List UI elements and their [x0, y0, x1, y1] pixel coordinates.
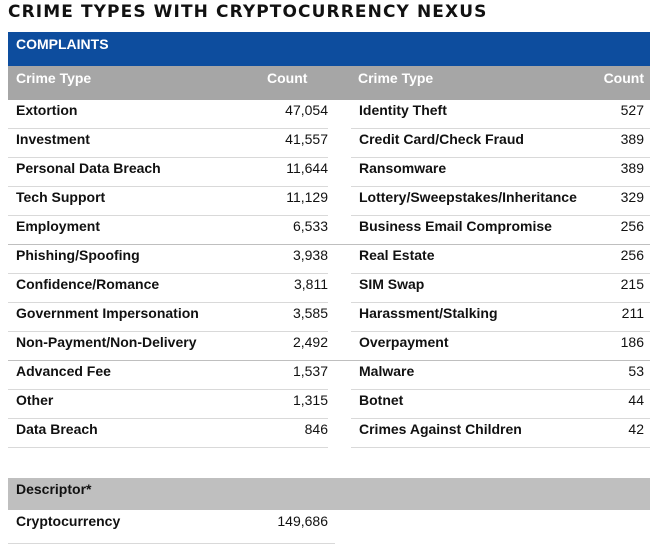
row-divider-right — [351, 157, 650, 158]
row-divider-left — [8, 157, 328, 158]
table-row: Extortion 47,054 Identity Theft 527 — [8, 100, 650, 129]
right-crime-type-cell: Ransomware — [359, 160, 447, 176]
left-count-cell: 1,315 — [292, 392, 328, 408]
table-row: Investment 41,557 Credit Card/Check Fraud 3… — [8, 129, 650, 158]
row-divider-left — [8, 447, 328, 448]
right-count-cell: 389 — [620, 131, 644, 147]
row-divider-right — [351, 128, 650, 129]
right-crime-type-cell: Crimes Against Children — [359, 421, 522, 437]
descriptor-count: 149,686 — [277, 513, 328, 529]
right-crime-type-cell: Harassment/Stalking — [359, 305, 498, 321]
left-crime-type-cell: Extortion — [16, 102, 78, 118]
left-crime-type-cell: Phishing/Spoofing — [16, 247, 140, 263]
left-crime-type-cell: Personal Data Breach — [16, 160, 161, 176]
row-divider-right — [351, 389, 650, 390]
left-crime-type-cell: Confidence/Romance — [16, 276, 160, 292]
right-count-cell: 256 — [620, 218, 644, 234]
row-group-divider — [8, 244, 650, 245]
right-count-cell: 42 — [628, 421, 644, 437]
complaints-table-body: Extortion 47,054 Identity Theft 527 Investme… — [8, 100, 650, 448]
left-count-cell: 1,537 — [292, 363, 328, 379]
table-row: Tech Support 11,129 Lottery/Sweepstakes/In… — [8, 187, 650, 216]
row-divider-left — [8, 302, 328, 303]
row-divider-left — [8, 273, 328, 274]
left-count-header: Count — [267, 70, 308, 86]
left-count-cell: 846 — [304, 421, 328, 437]
left-crime-type-cell: Advanced Fee — [16, 363, 111, 379]
left-count-cell: 3,811 — [294, 276, 328, 292]
row-divider-left — [8, 418, 328, 419]
left-crime-type-cell: Tech Support — [16, 189, 106, 205]
table-row: Advanced Fee 1,537 Malware 53 — [8, 361, 650, 390]
right-crime-type-cell: Lottery/Sweepstakes/Inheritance — [359, 189, 577, 205]
left-count-cell: 2,492 — [292, 334, 328, 350]
right-count-cell: 53 — [628, 363, 644, 379]
right-count-cell: 44 — [628, 392, 644, 408]
right-count-cell: 527 — [620, 102, 644, 118]
row-divider-left — [8, 128, 328, 129]
right-count-header: Count — [603, 70, 644, 86]
right-crime-type-cell: Identity Theft — [359, 102, 447, 118]
left-crime-type-cell: Government Impersonation — [16, 305, 199, 321]
row-divider-left — [8, 215, 328, 216]
row-divider-right — [351, 215, 650, 216]
row-divider-left — [8, 186, 328, 187]
table-row: Government Impersonation 3,585 Harassment/… — [8, 303, 650, 332]
descriptor-row-divider — [8, 543, 335, 544]
left-count-cell: 3,585 — [292, 305, 328, 321]
table-header-row: Crime Type Count Crime Type Count — [8, 66, 650, 100]
left-crime-type-cell: Other — [16, 392, 54, 408]
right-crime-type-cell: Credit Card/Check Fraud — [359, 131, 524, 147]
right-crime-type-cell: Malware — [359, 363, 415, 379]
page-title: CRIME TYPES WITH CRYPTOCURRENCY NEXUS — [8, 2, 488, 22]
descriptor-header-row: Descriptor* — [8, 478, 650, 510]
table-row: Non-Payment/Non-Delivery 2,492 Overpayment… — [8, 332, 650, 361]
right-crime-type-cell: Business Email Compromise — [359, 218, 552, 234]
table-row: Other 1,315 Botnet 44 — [8, 390, 650, 419]
right-crime-type-cell: SIM Swap — [359, 276, 425, 292]
left-crime-type-cell: Employment — [16, 218, 101, 234]
right-count-cell: 329 — [620, 189, 644, 205]
left-crime-type-cell: Non-Payment/Non-Delivery — [16, 334, 197, 350]
row-divider-left — [8, 331, 328, 332]
left-count-cell: 11,644 — [286, 160, 328, 176]
row-group-divider — [8, 360, 650, 361]
row-divider-right — [351, 418, 650, 419]
complaints-section-bar: COMPLAINTS — [8, 32, 650, 66]
row-divider-right — [351, 302, 650, 303]
complaints-section-label: COMPLAINTS — [16, 36, 109, 52]
descriptor-label: Cryptocurrency — [16, 513, 121, 529]
right-count-cell: 215 — [620, 276, 644, 292]
right-count-cell: 186 — [620, 334, 644, 350]
left-count-cell: 6,533 — [292, 218, 328, 234]
row-divider-right — [351, 273, 650, 274]
left-count-cell: 11,129 — [286, 189, 328, 205]
row-divider-right — [351, 186, 650, 187]
table-row: Data Breach 846 Crimes Against Children 42 — [8, 419, 650, 448]
descriptor-row: Cryptocurrency 149,686 — [8, 510, 335, 544]
left-crime-type-header: Crime Type — [16, 70, 92, 86]
table-row: Employment 6,533 Business Email Compromise… — [8, 216, 650, 245]
table-row: Phishing/Spoofing 3,938 Real Estate 256 — [8, 245, 650, 274]
left-crime-type-cell: Data Breach — [16, 421, 98, 437]
descriptor-header-label: Descriptor* — [16, 481, 92, 497]
right-crime-type-cell: Real Estate — [359, 247, 435, 263]
left-count-cell: 3,938 — [292, 247, 328, 263]
right-count-cell: 256 — [620, 247, 644, 263]
left-crime-type-cell: Investment — [16, 131, 90, 147]
right-crime-type-cell: Overpayment — [359, 334, 449, 350]
table-row: Confidence/Romance 3,811 SIM Swap 215 — [8, 274, 650, 303]
row-divider-right — [351, 447, 650, 448]
row-divider-left — [8, 389, 328, 390]
table-row: Personal Data Breach 11,644 Ransomware 389 — [8, 158, 650, 187]
left-count-cell: 47,054 — [285, 102, 328, 118]
right-count-cell: 389 — [620, 160, 644, 176]
row-divider-right — [351, 331, 650, 332]
right-crime-type-cell: Botnet — [359, 392, 404, 408]
right-count-cell: 211 — [621, 305, 644, 321]
left-count-cell: 41,557 — [285, 131, 328, 147]
right-crime-type-header: Crime Type — [358, 70, 434, 86]
